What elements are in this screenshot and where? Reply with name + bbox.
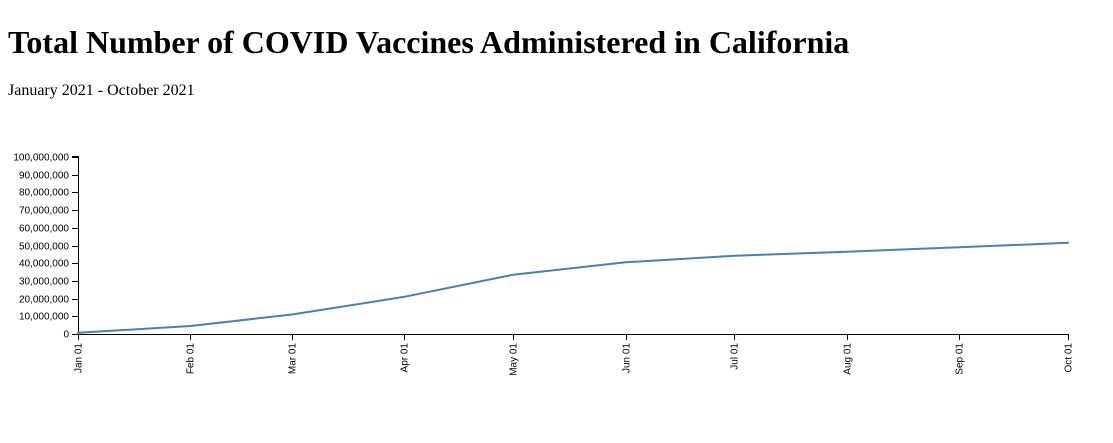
y-axis-line: [72, 156, 79, 335]
y-tick-label: 80,000,000: [19, 188, 69, 199]
y-tick-label: 70,000,000: [19, 206, 69, 217]
page-title: Total Number of COVID Vaccines Administe…: [8, 24, 850, 60]
x-tick-label: Oct 01: [1064, 343, 1075, 373]
y-tick-label: 100,000,000: [13, 153, 69, 164]
x-tick-label: May 01: [509, 343, 520, 376]
y-tick-label: 90,000,000: [19, 171, 69, 182]
y-tick-label: 50,000,000: [19, 242, 69, 253]
x-tick-label: Apr 01: [400, 343, 411, 373]
y-axis: 0 10,000,000 20,000,000 30,000,000 40,000,00…: [13, 153, 79, 341]
x-tick-label: Jan 01: [74, 343, 85, 373]
page-subtitle: January 2021 - October 2021: [8, 82, 195, 99]
y-tick-label: 60,000,000: [19, 224, 69, 235]
x-axis-line: [78, 334, 1069, 340]
x-tick-label: Sep 01: [955, 343, 966, 375]
x-tick-label: Jun 01: [622, 343, 633, 373]
series-line: [77, 241, 1069, 334]
y-tick-label: 30,000,000: [19, 277, 69, 288]
y-tick-label: 0: [63, 330, 69, 341]
x-tick-label: Mar 01: [288, 343, 299, 375]
y-tick-label: 20,000,000: [19, 295, 69, 306]
series-layer: [77, 241, 1069, 334]
x-tick-label: Jul 01: [730, 343, 741, 370]
y-tick-label: 10,000,000: [19, 312, 69, 323]
x-axis: Jan 01 Feb 01 Mar 01 Apr 01 May 01 Jun 01 Jul …: [74, 334, 1075, 376]
x-tick-label: Aug 01: [843, 343, 854, 375]
y-tick-label: 40,000,000: [19, 259, 69, 270]
x-tick-label: Feb 01: [186, 343, 197, 375]
